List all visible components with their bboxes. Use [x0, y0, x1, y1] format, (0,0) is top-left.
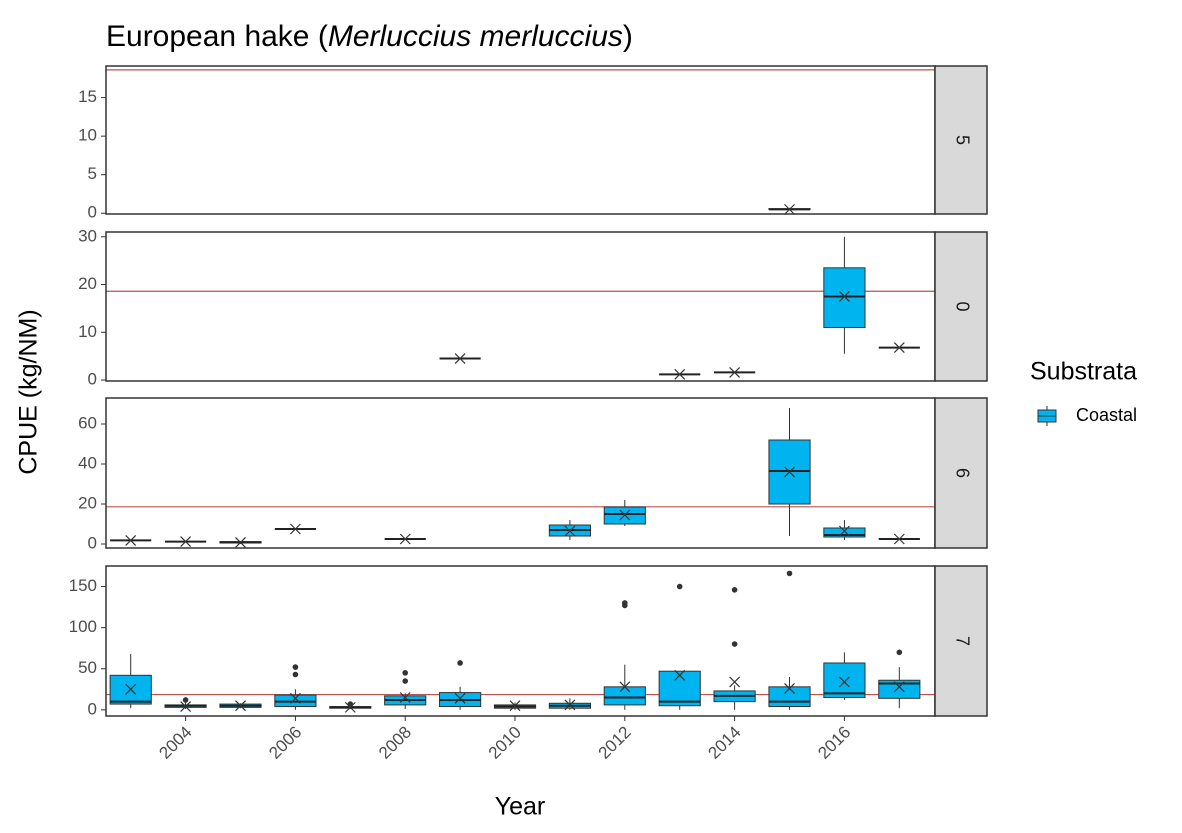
mean-marker	[619, 509, 631, 521]
y-tick-label: 150	[69, 576, 97, 595]
panel	[106, 66, 935, 214]
mean-marker	[399, 533, 411, 545]
panel	[106, 398, 935, 548]
y-tick-label: 20	[78, 274, 97, 293]
outlier	[182, 697, 189, 703]
title-part: )	[623, 20, 633, 53]
panel	[106, 232, 935, 381]
strip-label: 7	[952, 636, 972, 646]
y-tick-label: 30	[78, 226, 97, 245]
mean-marker	[344, 701, 356, 713]
y-tick-label: 100	[69, 617, 97, 636]
mean-marker	[729, 366, 741, 378]
mean-marker	[454, 353, 466, 364]
y-tick-label: 50	[78, 658, 97, 677]
mean-marker	[784, 683, 795, 694]
strip-label: 5	[952, 135, 972, 145]
y-axis-label: CPUE (kg/NM)	[15, 309, 43, 474]
x-tick-label: 2016	[814, 723, 854, 763]
mean-marker	[180, 536, 192, 548]
outlier	[731, 587, 738, 593]
y-tick-label: 40	[78, 453, 97, 472]
outlier	[292, 671, 299, 678]
mean-marker	[838, 291, 850, 302]
y-tick-label: 10	[78, 126, 97, 145]
y-tick-label: 0	[88, 203, 97, 222]
strip-label: 0	[952, 301, 972, 311]
mean-marker	[784, 203, 795, 215]
y-tick-label: 10	[78, 322, 97, 341]
strip-label: 6	[952, 468, 972, 478]
strip	[934, 565, 988, 717]
mean-marker	[729, 676, 741, 688]
mean-marker	[674, 368, 686, 380]
mean-marker	[289, 523, 301, 535]
x-tick-label: 2014	[704, 723, 744, 763]
mean-marker	[235, 536, 246, 548]
y-tick-label: 0	[88, 370, 97, 389]
box	[823, 267, 866, 329]
legend-label: Coastal	[1076, 405, 1137, 425]
mean-marker	[454, 692, 466, 704]
y-tick-label: 20	[78, 493, 97, 512]
mean-marker	[564, 525, 576, 537]
panel	[106, 566, 935, 716]
mean-marker	[784, 466, 795, 478]
mean-marker	[509, 700, 521, 712]
mean-marker	[893, 342, 905, 353]
mean-marker	[399, 692, 411, 703]
outlier	[347, 701, 354, 707]
box	[823, 527, 866, 538]
strip	[934, 65, 988, 215]
mean-marker	[674, 669, 686, 681]
mean-marker	[893, 533, 905, 545]
y-tick-label: 5	[88, 164, 97, 183]
outlier	[896, 649, 903, 656]
mean-marker	[125, 683, 137, 695]
legend-title: Substrata	[1030, 358, 1137, 386]
x-tick-label: 2012	[595, 723, 635, 763]
box	[768, 686, 811, 708]
y-tick-label: 0	[88, 699, 97, 718]
strip	[934, 231, 988, 382]
mean-marker	[838, 525, 850, 537]
y-tick-label: 15	[78, 87, 97, 106]
outlier	[786, 570, 793, 577]
strip	[934, 397, 988, 549]
box	[658, 670, 701, 707]
outlier	[402, 670, 409, 676]
mean-marker	[235, 700, 246, 712]
mean-marker	[289, 692, 301, 704]
box	[603, 686, 646, 706]
mean-marker	[838, 676, 850, 688]
mean-marker	[893, 681, 905, 693]
y-tick-label: 0	[88, 533, 97, 552]
outlier	[292, 664, 299, 670]
x-tick-label: 2010	[485, 723, 525, 763]
mean-marker	[564, 699, 576, 711]
box	[823, 662, 866, 699]
mean-marker	[180, 701, 192, 712]
x-tick-label: 2006	[265, 723, 305, 763]
outlier	[622, 600, 628, 606]
chart-title: European hake (Merluccius merluccius)	[106, 20, 633, 53]
x-tick-label: 2004	[155, 723, 195, 763]
y-tick-label: 60	[78, 413, 97, 432]
outlier	[676, 583, 683, 590]
x-axis-label: Year	[495, 793, 546, 821]
mean-marker	[125, 534, 137, 546]
box	[878, 679, 921, 699]
outlier	[402, 678, 409, 684]
outlier	[457, 660, 463, 666]
x-tick-label: 2008	[375, 723, 415, 763]
outlier	[731, 641, 738, 647]
title-part: Merluccius merluccius	[328, 20, 623, 53]
title-part: European hake (	[106, 20, 328, 53]
mean-marker	[619, 681, 631, 693]
